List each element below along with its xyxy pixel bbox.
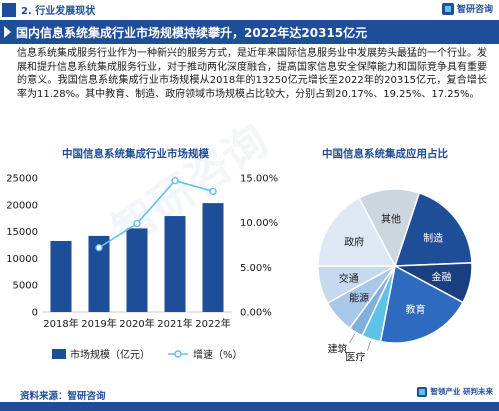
- top-bar: 2. 行业发展现状 智研咨询: [0, 0, 499, 20]
- bar: [202, 203, 224, 312]
- pie-slice-label: 能源: [349, 292, 369, 305]
- x-tick-label: 2020年: [119, 317, 154, 330]
- section-title: 2. 行业发展现状: [21, 6, 96, 17]
- legend-label-line: 增速（%）: [193, 348, 243, 361]
- y-left-tick-label: 5000: [13, 281, 38, 292]
- y-right-tick-label: 0.00%: [240, 308, 272, 319]
- growth-point: [95, 243, 103, 252]
- left-chart-title: 中国信息系统集成行业市场规模: [62, 148, 209, 160]
- y-right-tick-label: 5.00%: [240, 263, 272, 274]
- footer-bar: [0, 402, 499, 411]
- brand-logo-icon: [441, 2, 454, 15]
- pie-slice-label: 政府: [344, 235, 364, 248]
- legend-swatch-marker: [174, 350, 182, 358]
- brand-logo: 智研咨询: [441, 2, 493, 15]
- banner-title: 国内信息系统集成行业市场规模持续攀升，2022年达20315亿元: [16, 26, 368, 40]
- pie-leader-line: [367, 340, 371, 351]
- bar: [88, 235, 110, 312]
- bar: [50, 240, 72, 312]
- brand-name: 智研咨询: [456, 5, 493, 15]
- y-left-tick-label: 10000: [6, 254, 38, 265]
- growth-point: [209, 187, 217, 196]
- pie-slice: [317, 196, 397, 267]
- y-left-tick-label: 15000: [6, 227, 38, 238]
- section-label: 2. 行业发展现状: [0, 0, 95, 19]
- title-banner: 国内信息系统集成行业市场规模持续攀升，2022年达20315亿元: [0, 20, 499, 44]
- pie-slice-label: 建筑: [328, 343, 348, 356]
- x-tick-label: 2022年: [195, 317, 230, 330]
- pie-slice-label: 其他: [381, 212, 401, 225]
- body-paragraph: 信息系统集成服务行业作为一种新兴的服务方式，是近年来国际信息服务业中发展势头最猛…: [17, 48, 487, 100]
- growth-point: [133, 219, 141, 228]
- legend-swatch-bar: [52, 349, 66, 359]
- pie-slice-label: 制造: [423, 231, 443, 244]
- bar: [164, 216, 186, 312]
- pie-slice-label: 交通: [339, 272, 359, 285]
- section-marker-icon: [2, 2, 16, 17]
- footer-brand: 智领产业 研判未来: [417, 386, 493, 397]
- y-right-tick-label: 15.00%: [240, 174, 278, 185]
- footer: 资料来源：智研咨询 智领产业 研判未来: [0, 385, 499, 411]
- x-tick-label: 2018年: [43, 317, 78, 330]
- bar-chart: 0 5000 10000 15000 20000 25000 0.00% 5.00% 10.00…: [6, 174, 278, 362]
- pie-slice: [358, 188, 421, 268]
- pie-slice-label: 教育: [406, 303, 426, 316]
- y-left-tick-label: 20000: [6, 200, 38, 211]
- y-left-tick-label: 0: [32, 308, 38, 319]
- pie-slice: [379, 264, 464, 344]
- growth-point: [171, 176, 179, 185]
- x-tick-label: 2019年: [81, 317, 116, 330]
- footer-logo-icon: [417, 386, 428, 397]
- pie-leader-line: [349, 333, 356, 343]
- source-note: 资料来源：智研咨询: [20, 391, 106, 402]
- right-chart-title: 中国信息系统集成应用占比: [322, 148, 448, 160]
- pie-slice-label: 金融: [432, 271, 452, 284]
- pie-slice-label: 医疗: [345, 351, 365, 364]
- arrow-icon: [4, 26, 11, 38]
- footer-slogan: 智领产业 研判未来: [430, 387, 493, 396]
- y-left-tick-label: 25000: [6, 174, 38, 185]
- pie-slice: [393, 191, 473, 267]
- bar: [126, 228, 148, 312]
- x-tick-label: 2021年: [157, 317, 192, 330]
- y-right-tick-label: 10.00%: [240, 218, 278, 229]
- growth-line: [98, 179, 214, 249]
- legend-label-bar: 市场规模（亿元）: [70, 348, 150, 361]
